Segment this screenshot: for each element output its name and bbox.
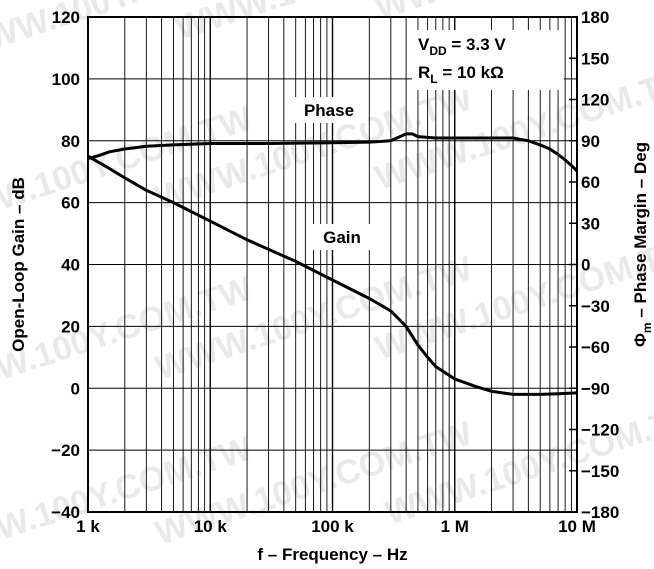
annotation-vdd-sub: DD <box>429 44 447 58</box>
y-right-tick-label: 180 <box>581 8 609 27</box>
y-right-tick-label: 150 <box>581 49 609 68</box>
y-right-tick-label: 120 <box>581 91 609 110</box>
y-right-tick-label: −150 <box>581 462 619 481</box>
y-right-tick-label: 0 <box>581 256 590 275</box>
y-right-tick-labels: 180 150 120 90 60 30 0 −30 −60 −90 −120 −150 −180 <box>581 8 619 522</box>
y-left-tick-label: 0 <box>71 379 80 398</box>
y-left-tick-label: 100 <box>52 70 80 89</box>
series-lines <box>87 132 579 396</box>
y-right-axis-symbol: Φ <box>631 333 650 347</box>
y-right-axis-title: Φm – Phase Margin – Deg <box>631 142 654 347</box>
y-left-tick-label: 20 <box>61 317 80 336</box>
y-right-tick-label: −60 <box>581 338 610 357</box>
y-left-tick-label: 40 <box>61 256 80 275</box>
x-tick-label: 10 M <box>558 517 596 536</box>
y-right-tick-label: 60 <box>581 173 600 192</box>
gain-label-background <box>310 224 374 250</box>
series-line-gain <box>87 154 578 396</box>
annotation-rl-sub: L <box>430 72 437 86</box>
x-axis-title: f – Frequency – Hz <box>257 545 407 564</box>
annotation-rl-rest: = 10 kΩ <box>438 63 504 82</box>
x-tick-label: 10 k <box>194 517 228 536</box>
y-right-tick-label: −30 <box>581 297 610 316</box>
y-right-tick-label: 30 <box>581 214 600 233</box>
x-tick-label: 1 k <box>76 517 100 536</box>
y-left-tick-label: 120 <box>52 8 80 27</box>
annotation-vdd-main: V <box>418 35 430 54</box>
y-left-tick-label: 60 <box>61 194 80 213</box>
annotation-vdd-rest: = 3.3 V <box>447 35 507 54</box>
annotation-rl-main: R <box>418 63 430 82</box>
y-right-axis-subscript: m <box>640 322 654 333</box>
grid-lines <box>88 16 577 513</box>
y-left-tick-labels: 120 100 80 60 40 20 0 −20 −40 <box>51 8 80 522</box>
y-right-tick-label: −120 <box>581 421 619 440</box>
annotation-rl: RL = 10 kΩ <box>418 63 504 86</box>
y-left-axis-title: Open-Loop Gain – dB <box>9 177 28 352</box>
series-label-phase: Phase <box>304 101 354 120</box>
watermark-text: WWW.100Y.COM.TW <box>371 0 654 28</box>
y-right-tick-label: −180 <box>581 503 619 522</box>
y-right-tick-label: −90 <box>581 379 610 398</box>
series-line-phase <box>87 132 579 173</box>
annotation-vdd: VDD = 3.3 V <box>418 35 506 58</box>
y-left-tick-label: 80 <box>61 132 80 151</box>
annotation-background <box>412 30 564 90</box>
y-right-tick-label: 90 <box>581 132 600 151</box>
y-right-axis-rest: – Phase Margin – Deg <box>631 142 650 322</box>
series-label-gain: Gain <box>323 228 361 247</box>
y-left-tick-label: −40 <box>51 503 80 522</box>
y-left-tick-label: −20 <box>51 441 80 460</box>
x-tick-labels: 1 k 10 k 100 k 1 M 10 M <box>76 517 596 536</box>
phase-label-background <box>290 97 368 123</box>
x-tick-label: 100 k <box>311 517 354 536</box>
x-tick-label: 1 M <box>441 517 469 536</box>
plot-frame <box>87 16 578 513</box>
